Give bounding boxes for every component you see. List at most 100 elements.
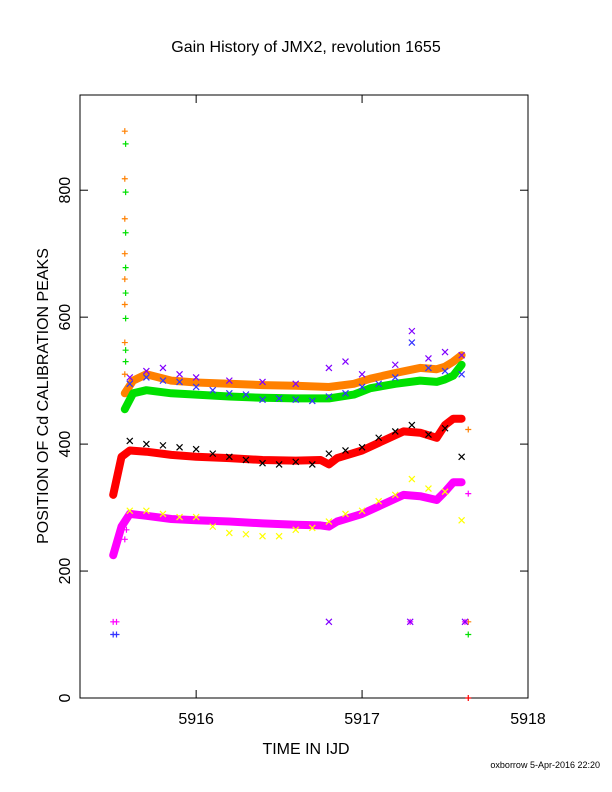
data-point-green bbox=[122, 358, 129, 365]
data-point-purple bbox=[325, 364, 333, 372]
series-line-red bbox=[109, 414, 466, 499]
data-point-yellow bbox=[391, 491, 399, 499]
data-point-black bbox=[159, 441, 167, 449]
data-point-black bbox=[176, 443, 183, 451]
data-point-magenta bbox=[123, 526, 130, 533]
data-point-yellow bbox=[209, 523, 217, 531]
data-point-magenta bbox=[121, 536, 128, 543]
x-tick-label: 5917 bbox=[344, 711, 380, 728]
data-point-blue bbox=[325, 393, 333, 400]
data-point-blue bbox=[192, 383, 200, 391]
data-point-yellow bbox=[308, 524, 316, 532]
data-point-black bbox=[358, 443, 366, 451]
data-point-blue bbox=[458, 370, 466, 378]
data-point-black bbox=[408, 421, 416, 429]
y-tick-label: 200 bbox=[57, 558, 74, 585]
data-point-green bbox=[122, 189, 129, 196]
data-point-orange bbox=[121, 301, 128, 308]
data-point-purple bbox=[126, 374, 134, 381]
x-tick-label: 5918 bbox=[510, 711, 546, 728]
data-point-black bbox=[275, 460, 283, 468]
data-point-purple bbox=[461, 618, 469, 626]
series-line-magenta bbox=[109, 478, 466, 560]
x-axis-label: TIME IN IJD bbox=[262, 741, 349, 758]
data-point-yellow bbox=[375, 497, 383, 505]
data-point-yellow bbox=[425, 485, 432, 492]
data-point-black bbox=[259, 459, 266, 467]
data-point-blue bbox=[375, 380, 383, 388]
series-line-green bbox=[120, 360, 466, 414]
data-point-purple bbox=[225, 377, 233, 385]
data-point-green bbox=[122, 264, 129, 271]
data-point-yellow bbox=[275, 532, 283, 540]
data-point-black bbox=[391, 427, 399, 435]
data-point-purple bbox=[358, 370, 366, 378]
data-point-black bbox=[441, 424, 449, 432]
data-point-black bbox=[308, 460, 316, 468]
data-point-yellow bbox=[458, 516, 466, 524]
data-point-red bbox=[465, 695, 472, 701]
data-point-blue bbox=[176, 378, 183, 386]
data-point-blue bbox=[408, 339, 416, 346]
data-point-green bbox=[122, 229, 129, 236]
y-tick-label: 400 bbox=[57, 431, 74, 458]
data-point-black bbox=[425, 431, 432, 439]
data-point-black bbox=[126, 437, 134, 445]
data-point-purple bbox=[142, 367, 150, 375]
data-point-black bbox=[225, 453, 233, 461]
data-point-green bbox=[465, 631, 472, 638]
data-point-purple bbox=[441, 348, 449, 356]
data-point-green bbox=[122, 315, 129, 322]
data-point-yellow bbox=[408, 475, 416, 483]
data-point-black bbox=[242, 456, 250, 464]
y-tick-label: 0 bbox=[57, 693, 74, 702]
data-point-green bbox=[122, 140, 129, 147]
data-point-black bbox=[342, 447, 349, 454]
data-point-purple bbox=[192, 374, 200, 381]
data-point-blue bbox=[242, 391, 250, 399]
data-point-green bbox=[122, 290, 129, 297]
data-point-orange bbox=[121, 128, 128, 135]
y-axis-label: POSITION OF Cd CALIBRATION PEAKS bbox=[35, 248, 52, 544]
data-point-purple bbox=[408, 327, 416, 335]
y-tick-label: 800 bbox=[57, 177, 74, 204]
data-point-magenta bbox=[113, 618, 120, 625]
data-point-yellow bbox=[192, 513, 200, 521]
data-point-yellow bbox=[176, 513, 183, 521]
data-point-yellow bbox=[358, 507, 366, 515]
data-point-yellow bbox=[159, 510, 167, 518]
data-point-blue bbox=[159, 377, 167, 385]
data-point-black bbox=[292, 458, 300, 466]
data-point-green bbox=[122, 406, 129, 413]
data-point-orange bbox=[121, 276, 128, 283]
data-point-purple bbox=[425, 354, 432, 362]
data-point-purple bbox=[292, 380, 300, 388]
data-point-yellow bbox=[342, 510, 349, 518]
data-point-yellow bbox=[126, 507, 134, 515]
data-point-black bbox=[142, 440, 150, 448]
data-point-orange bbox=[121, 371, 128, 378]
data-point-blue bbox=[425, 364, 432, 372]
data-point-blue bbox=[275, 394, 283, 402]
data-point-blue bbox=[209, 386, 217, 394]
data-point-orange bbox=[121, 339, 128, 346]
data-point-purple bbox=[259, 378, 266, 386]
chart-title: Gain History of JMX2, revolution 1655 bbox=[171, 39, 441, 56]
data-point-blue bbox=[126, 380, 134, 388]
data-point-yellow bbox=[441, 488, 449, 496]
data-point-black bbox=[209, 450, 217, 458]
data-marks bbox=[109, 128, 472, 701]
plot-frame bbox=[79, 94, 529, 699]
data-point-black bbox=[325, 450, 333, 458]
data-point-black bbox=[192, 445, 200, 453]
y-tick-label: 600 bbox=[57, 304, 74, 331]
data-point-purple bbox=[325, 618, 333, 626]
data-point-yellow bbox=[225, 529, 233, 537]
data-point-yellow bbox=[292, 526, 300, 534]
data-point-yellow bbox=[242, 530, 250, 538]
data-point-blue bbox=[259, 396, 266, 404]
data-point-purple bbox=[342, 358, 349, 366]
data-point-blue bbox=[342, 389, 349, 397]
data-point-yellow bbox=[259, 532, 266, 540]
